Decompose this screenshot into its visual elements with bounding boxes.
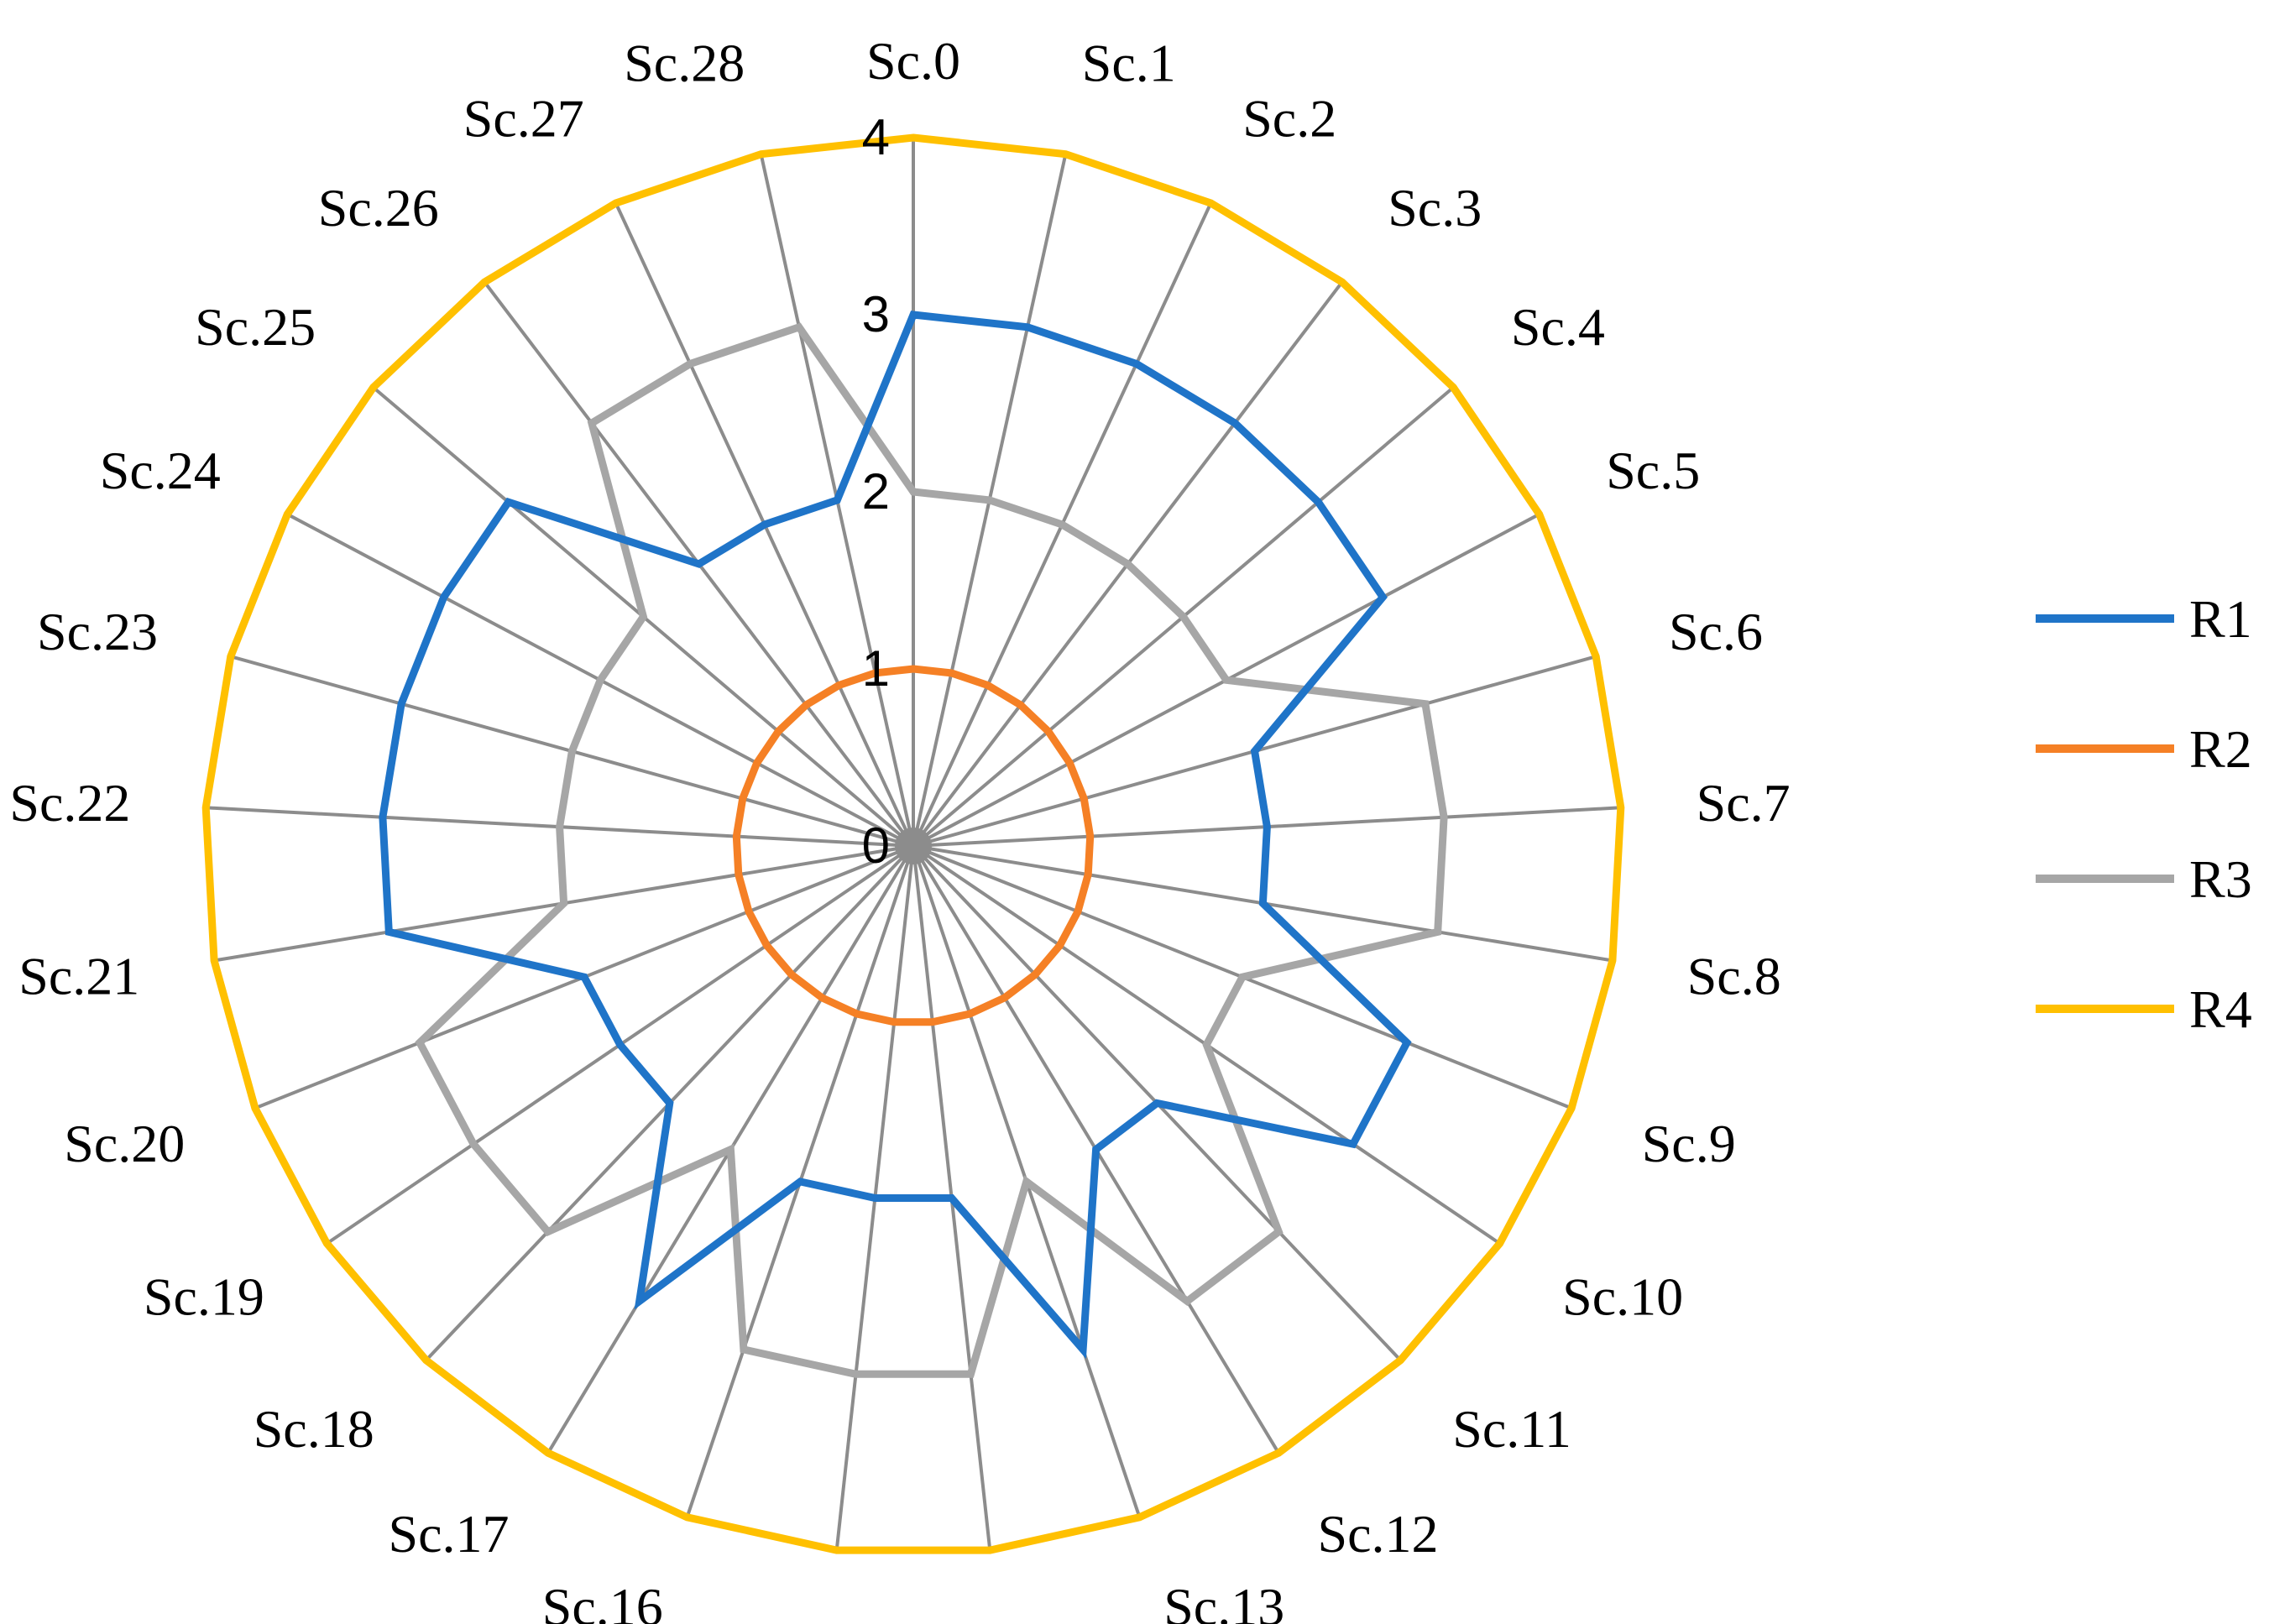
category-label: Sc.18 — [254, 1399, 374, 1459]
tick-label: 1 — [862, 640, 890, 697]
category-label: Sc.2 — [1242, 88, 1336, 148]
category-label: Sc.10 — [1562, 1267, 1683, 1327]
legend-item-r2: R2 — [2036, 719, 2252, 779]
legend-label: R4 — [2189, 979, 2252, 1039]
category-label: Sc.28 — [624, 33, 745, 92]
legend-label: R3 — [2189, 849, 2252, 909]
series-r1-line — [379, 311, 1412, 1360]
category-label: Sc.25 — [195, 297, 316, 357]
legend-item-r3: R3 — [2036, 849, 2252, 909]
category-label: Sc.5 — [1606, 441, 1700, 500]
category-label: Sc.19 — [144, 1267, 264, 1327]
category-label: Sc.14 — [938, 1614, 1059, 1624]
category-label: Sc.8 — [1687, 947, 1781, 1006]
series-r4-line — [201, 133, 1625, 1554]
category-label: Sc.20 — [64, 1114, 185, 1173]
category-label: Sc.24 — [100, 441, 221, 500]
tick-label: 4 — [862, 109, 890, 165]
category-label: Sc.26 — [318, 178, 439, 238]
category-label: Sc.4 — [1511, 297, 1605, 357]
legend-label: R2 — [2189, 719, 2252, 779]
tick-label: 3 — [862, 286, 890, 342]
series-lines — [201, 133, 1625, 1554]
legend-label: R1 — [2189, 589, 2252, 649]
category-label: Sc.7 — [1697, 773, 1791, 833]
category-label: Sc.23 — [37, 602, 158, 661]
radial-tick-labels: 0 1 2 3 4 — [862, 109, 890, 874]
chart-center — [895, 828, 932, 864]
category-label: Sc.11 — [1452, 1399, 1571, 1459]
series-r3-line — [415, 322, 1448, 1378]
category-label: Sc.1 — [1082, 33, 1176, 92]
category-label: Sc.13 — [1163, 1577, 1284, 1624]
category-label: Sc.6 — [1669, 602, 1763, 661]
category-label: Sc.12 — [1318, 1504, 1439, 1564]
series-r2-line — [732, 665, 1095, 1026]
category-label: Sc.27 — [463, 88, 584, 148]
legend-item-r4: R4 — [2036, 979, 2252, 1039]
center-hub — [895, 828, 932, 864]
category-labels: Sc.0 Sc.1 Sc.2 Sc.3 Sc.4 Sc.5 Sc.6 Sc.7 Sc.8 Sc.9… — [9, 31, 1790, 1624]
tick-label: 2 — [862, 463, 890, 520]
category-label: Sc.0 — [866, 31, 960, 91]
category-label: Sc.15 — [768, 1614, 889, 1624]
category-label: Sc.22 — [9, 773, 130, 833]
legend-item-r1: R1 — [2036, 589, 2252, 649]
category-label: Sc.21 — [18, 947, 139, 1006]
tick-label: 0 — [862, 817, 890, 874]
legend: R1 R2 R3 R4 — [2036, 589, 2252, 1039]
category-label: Sc.17 — [389, 1504, 510, 1564]
category-label: Sc.9 — [1642, 1114, 1736, 1173]
category-label: Sc.3 — [1388, 178, 1482, 238]
category-label: Sc.16 — [542, 1577, 663, 1624]
